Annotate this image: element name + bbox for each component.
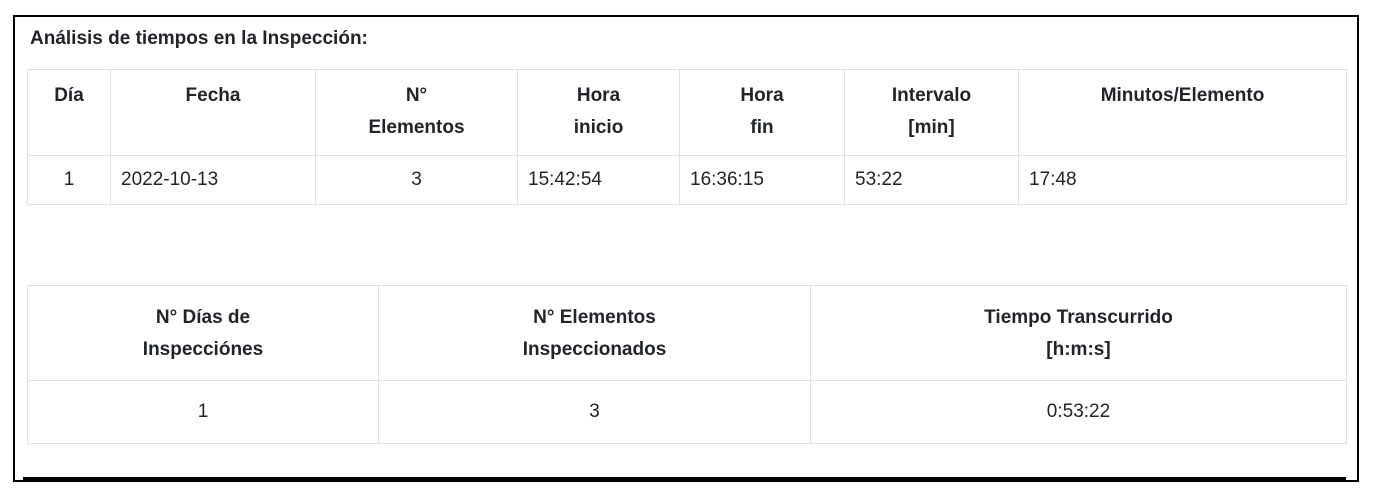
cell-fecha: 2022-10-13 [110, 155, 316, 205]
header-minutos-elemento: Minutos/Elemento [1018, 69, 1347, 156]
header-tiempo-transcurrido: Tiempo Transcurrido [h:m:s] [810, 285, 1347, 381]
cell-hora-fin: 16:36:15 [679, 155, 845, 205]
table-header-row: Día Fecha N° Elementos Hora inicio Hora … [27, 69, 1347, 156]
cell-n-elementos: 3 [315, 155, 518, 205]
page-title: Análisis de tiempos en la Inspección: [30, 28, 368, 49]
cell-dia: 1 [27, 155, 111, 205]
header-n-elementos-inspeccionados: N° Elementos Inspeccionados [378, 285, 811, 381]
header-n-elementos: N° Elementos [315, 69, 518, 156]
header-dia: Día [27, 69, 111, 156]
inspection-times-table: Día Fecha N° Elementos Hora inicio Hora … [27, 69, 1347, 205]
table-header-row: N° Días de Inspecciónes N° Elementos Ins… [27, 285, 1347, 381]
header-hora-inicio: Hora inicio [517, 69, 680, 156]
bottom-divider [23, 477, 1346, 482]
header-n-dias-inspecciones: N° Días de Inspecciónes [27, 285, 379, 381]
cell-hora-inicio: 15:42:54 [517, 155, 680, 205]
cell-n-elementos-inspeccionados: 3 [378, 380, 811, 444]
table-row: 1 3 0:53:22 [27, 380, 1347, 444]
header-intervalo: Intervalo [min] [844, 69, 1019, 156]
report-frame: Análisis de tiempos en la Inspección: Dí… [13, 15, 1359, 482]
table-row: 1 2022-10-13 3 15:42:54 16:36:15 53:22 1… [27, 155, 1347, 205]
cell-tiempo-transcurrido: 0:53:22 [810, 380, 1347, 444]
cell-intervalo: 53:22 [844, 155, 1019, 205]
summary-table: N° Días de Inspecciónes N° Elementos Ins… [27, 285, 1347, 444]
cell-minutos-elemento: 17:48 [1018, 155, 1347, 205]
cell-n-dias-inspecciones: 1 [27, 380, 379, 444]
header-fecha: Fecha [110, 69, 316, 156]
header-hora-fin: Hora fin [679, 69, 845, 156]
